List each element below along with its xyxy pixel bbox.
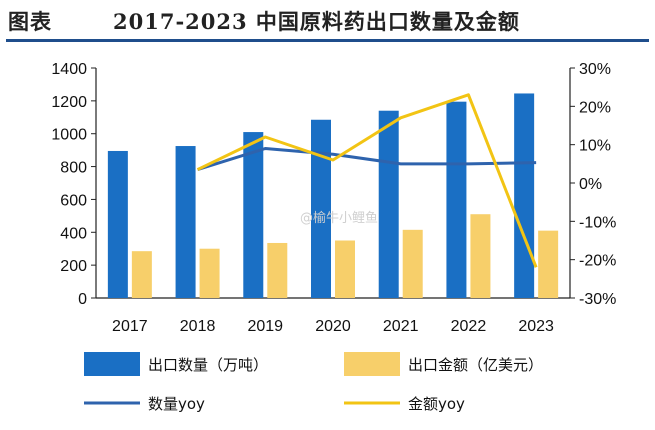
right-tick-label: 30% [579,61,611,78]
legend-label: 金额yoy [408,395,465,413]
legend: 出口数量（万吨） 出口金额（亿美元） 数量yoy 金额yoy [84,352,543,413]
quantity-bar [514,93,535,298]
left-tick-label: 1400 [51,61,87,78]
legend-label: 数量yoy [148,395,205,413]
x-tick-label: 2020 [315,318,351,335]
amount-bar [470,214,491,298]
right-tick-label: -30% [579,291,616,308]
quantity-bar [107,150,128,298]
x-tick-label: 2018 [180,318,216,335]
x-tick-label: 2023 [518,318,554,335]
right-tick-label: 10% [579,138,611,155]
legend-label: 出口金额（亿美元） [408,356,543,374]
legend-swatch [344,352,400,376]
left-tick-label: 0 [78,291,87,308]
quantity-yoy-line [197,147,537,172]
right-tick-label: 0% [579,176,602,193]
x-tick-label: 2021 [383,318,419,335]
amount-bar [402,229,423,298]
quantity-bar [378,110,399,298]
legend-label: 出口数量（万吨） [148,356,268,374]
quantity-bar [175,146,196,298]
left-tick-label: 200 [60,258,87,275]
x-tick-label: 2019 [247,318,283,335]
chart-header: 图表 2017-2023 中国原料药出口数量及金额 [0,0,655,42]
left-tick-label: 1000 [51,127,87,144]
yoy-lines [196,93,538,268]
chart-title: 2017-2023 中国原料药出口数量及金额 [113,9,520,34]
amount-yoy-line [196,93,538,268]
left-tick-label: 800 [60,160,87,177]
figure-label: 图表 [8,9,52,34]
title-underline [6,39,649,42]
left-tick-label: 400 [60,225,87,242]
right-tick-label: 20% [579,99,611,116]
amount-bar [267,242,288,298]
left-tick-label: 600 [60,192,87,209]
axes: 0 200 400 600 800 1000 1200 1400 -30% -20% -10% 0% 1… [51,61,616,335]
legend-swatch [84,352,140,376]
x-tick-label: 2022 [451,318,487,335]
amount-bar [335,240,355,298]
amount-bar [131,251,152,298]
quantity-bar [243,132,264,298]
amount-bar [538,230,559,298]
left-tick-label: 1200 [51,94,87,111]
x-tick-label: 2017 [112,318,148,335]
amount-bar [199,248,220,298]
right-tick-label: -10% [579,214,616,231]
watermark-text: @榆牛小鲤鱼 [300,210,378,226]
right-tick-label: -20% [579,253,616,270]
bars [107,93,559,298]
quantity-bar [446,101,467,298]
quantity-bar [311,119,331,298]
